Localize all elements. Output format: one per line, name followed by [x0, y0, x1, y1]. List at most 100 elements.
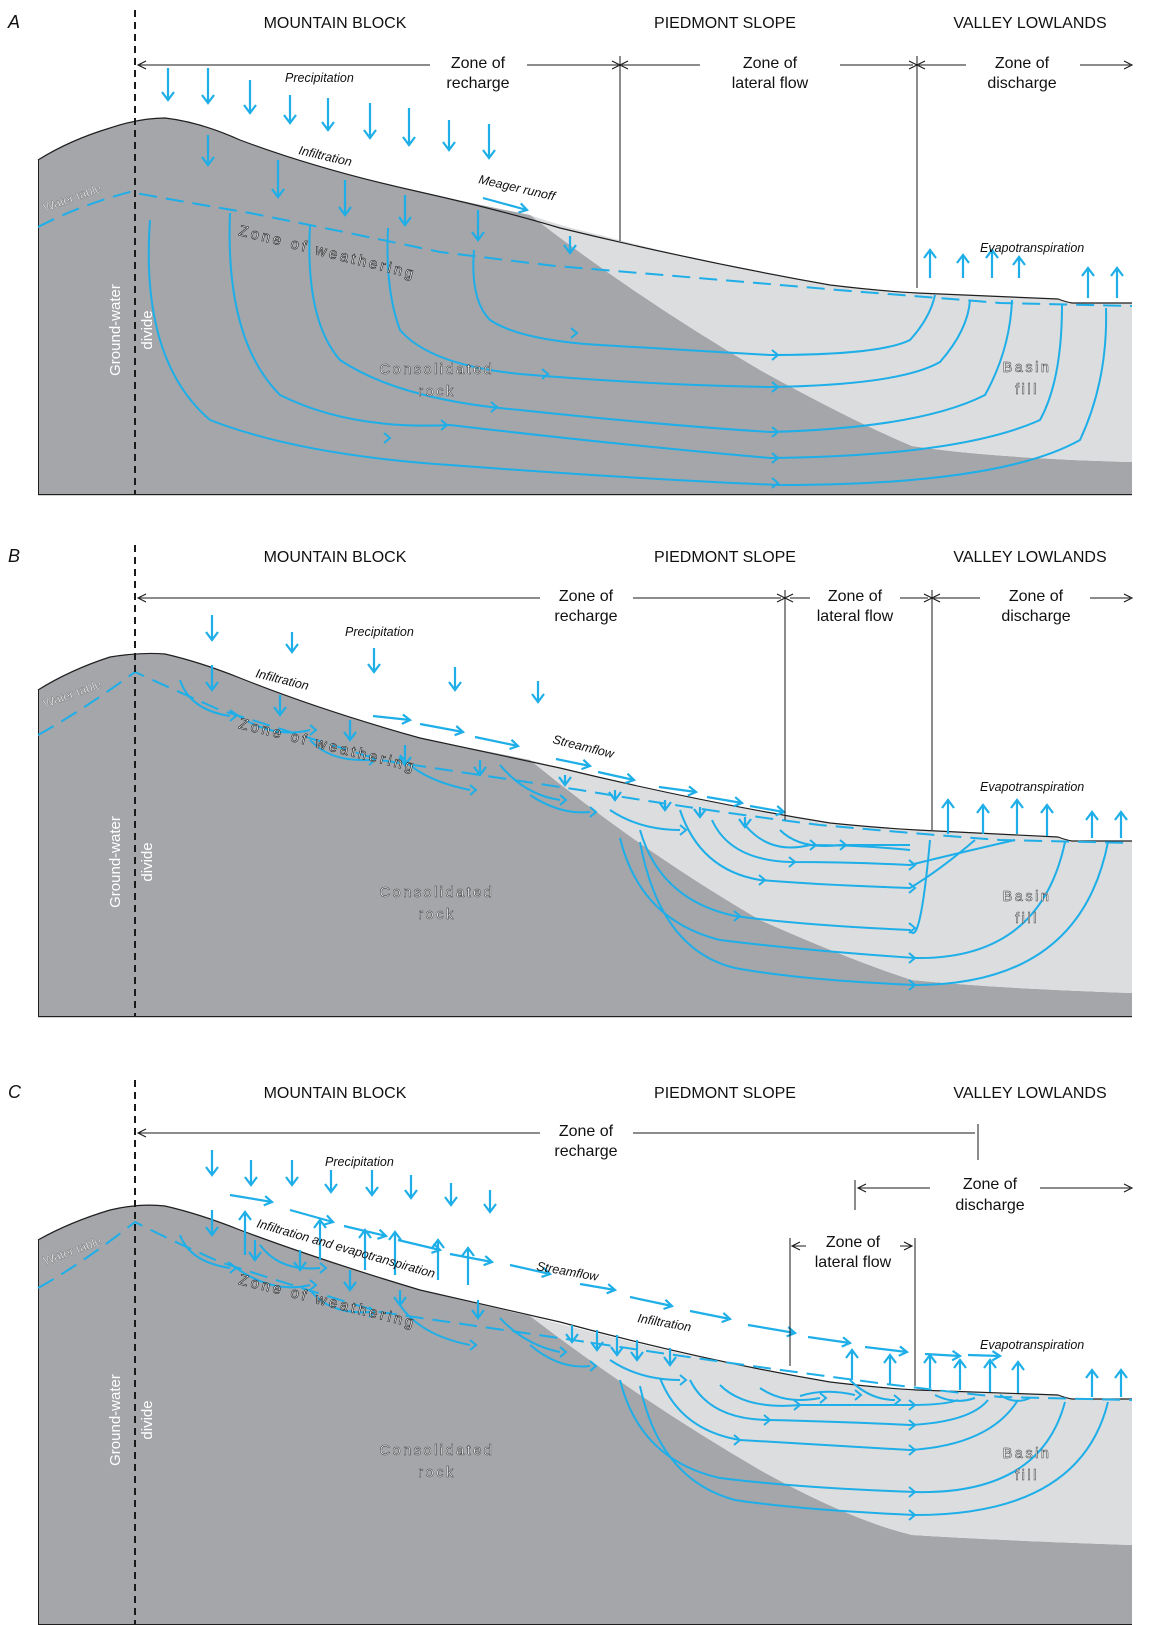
arrowhead	[377, 1228, 389, 1240]
flow-direction-arrow	[908, 1486, 917, 1498]
groundwater-flow-path	[472, 249, 936, 357]
arrowhead	[663, 1356, 677, 1367]
panel-letter: B	[8, 546, 20, 566]
arrowhead	[590, 1341, 604, 1352]
panel-letter: C	[8, 1082, 22, 1102]
arrowhead	[898, 1345, 910, 1357]
arrowhead	[531, 693, 545, 704]
arrowhead	[285, 1176, 299, 1187]
streamflow-arrow	[658, 785, 697, 794]
panel-b: B MOUNTAIN BLOCK PIEDMONT SLOPE VALLEY LOWL…	[8, 545, 1134, 1018]
arrowhead	[985, 248, 999, 259]
arrowhead	[733, 796, 745, 808]
panel-letter: A	[7, 12, 20, 32]
arrowhead	[1085, 810, 1099, 821]
flow-direction-arrow	[490, 401, 499, 413]
arrowhead	[393, 1296, 407, 1307]
region-valley-lowlands: VALLEY LOWLANDS	[953, 15, 1106, 32]
flow-direction-arrow	[788, 856, 797, 868]
groundwater-flow-path	[639, 841, 1109, 987]
flow-direction-arrow	[771, 349, 780, 361]
arrowhead	[1114, 810, 1128, 821]
region-valley-lowlands: VALLEY LOWLANDS	[953, 1085, 1106, 1102]
streamflow-arrow	[482, 196, 528, 212]
zone-discharge-label-line2: discharge	[987, 75, 1056, 92]
arrowhead	[201, 156, 215, 167]
flow-direction-arrow	[771, 452, 780, 464]
arrowhead	[541, 1266, 553, 1278]
region-piedmont-slope: PIEDMONT SLOPE	[654, 549, 796, 566]
arrowhead	[448, 681, 462, 692]
land-surface-line	[37, 652, 1132, 842]
streamflow-arrow	[372, 714, 411, 722]
arrowhead	[285, 643, 299, 654]
arrowhead	[343, 1281, 357, 1292]
region-mountain-block: MOUNTAIN BLOCK	[264, 15, 407, 32]
basin-fill-label-line2: fill	[1015, 382, 1039, 398]
flow-direction-arrow	[469, 1339, 478, 1351]
groundwater-flow-path	[639, 829, 931, 934]
arrowhead	[606, 1283, 618, 1295]
groundwater-flow-path	[609, 809, 681, 831]
groundwater-flow-path	[228, 212, 1063, 460]
zone-recharge-label-line1: Zone of	[559, 1123, 614, 1140]
ground-water-divide-label-line2: divide	[139, 1400, 156, 1439]
arrowhead	[1010, 798, 1024, 809]
arrowhead	[565, 1333, 579, 1344]
arrowhead	[324, 1183, 338, 1194]
zone-discharge-label-line1: Zone of	[963, 1176, 1018, 1193]
groundwater-flow-path	[934, 1394, 976, 1402]
basin-fill-label-line1: Basin	[1003, 889, 1052, 905]
arrowhead	[243, 104, 257, 115]
consolidated-rock-label-line1: Consolidated	[380, 1443, 495, 1459]
arrowhead	[483, 1203, 497, 1214]
evapotranspiration-label: Evapotranspiration	[980, 241, 1084, 255]
flow-direction-arrow	[908, 1399, 917, 1411]
land-surface-line	[37, 117, 1132, 304]
arrowhead	[841, 1336, 853, 1348]
groundwater-flow-path	[679, 809, 976, 890]
arrowhead	[205, 681, 219, 692]
water-table-line	[37, 670, 1133, 844]
flow-direction-arrow	[758, 874, 767, 886]
arrowhead	[404, 1189, 418, 1200]
streamflow-label: Streamflow	[535, 1259, 600, 1284]
flow-direction-arrow	[893, 1394, 902, 1406]
region-piedmont-slope: PIEDMONT SLOPE	[654, 15, 796, 32]
arrowhead	[205, 1166, 219, 1177]
arrowhead	[1081, 266, 1095, 277]
groundwater-flow-path	[759, 1387, 821, 1401]
zone-recharge-label-line2: recharge	[446, 75, 509, 92]
flow-direction-arrow	[589, 1360, 598, 1372]
groundwater-flow-path	[147, 219, 1108, 487]
streamflow-arrow	[419, 722, 464, 734]
basin-fill-label-line2: fill	[1015, 911, 1039, 927]
flow-direction-arrow	[771, 426, 780, 438]
streamflow-arrow	[509, 1263, 551, 1276]
bracket-arrowhead	[136, 593, 147, 603]
arrowhead	[1040, 803, 1054, 814]
flow-direction-arrow	[570, 327, 579, 339]
bracket-arrowhead	[1123, 593, 1134, 603]
flow-direction-arrow	[771, 381, 780, 393]
infiltration-label: Infiltration	[636, 1311, 692, 1334]
arrowhead	[581, 758, 593, 771]
ground-water-divide-label-line2: divide	[139, 310, 156, 349]
consolidated-rock-area	[38, 118, 1132, 495]
arrowhead	[471, 231, 485, 242]
flow-direction-arrow	[559, 1346, 568, 1358]
flow-direction-arrow	[679, 824, 688, 836]
groundwater-flow-path	[659, 1377, 1019, 1452]
flow-direction-arrow	[908, 882, 917, 894]
arrowhead	[365, 1186, 379, 1197]
groundwater-flow-path	[529, 1344, 591, 1368]
arrowhead	[367, 663, 381, 674]
precipitation-label: Precipitation	[285, 71, 354, 85]
arrowhead	[161, 91, 175, 102]
groundwater-flow-path	[689, 1379, 989, 1427]
arrowhead	[845, 1348, 859, 1359]
flow-direction-arrow	[440, 419, 449, 431]
arrowhead	[721, 1312, 733, 1324]
zone-lateral-label-line1: Zone of	[826, 1234, 881, 1251]
